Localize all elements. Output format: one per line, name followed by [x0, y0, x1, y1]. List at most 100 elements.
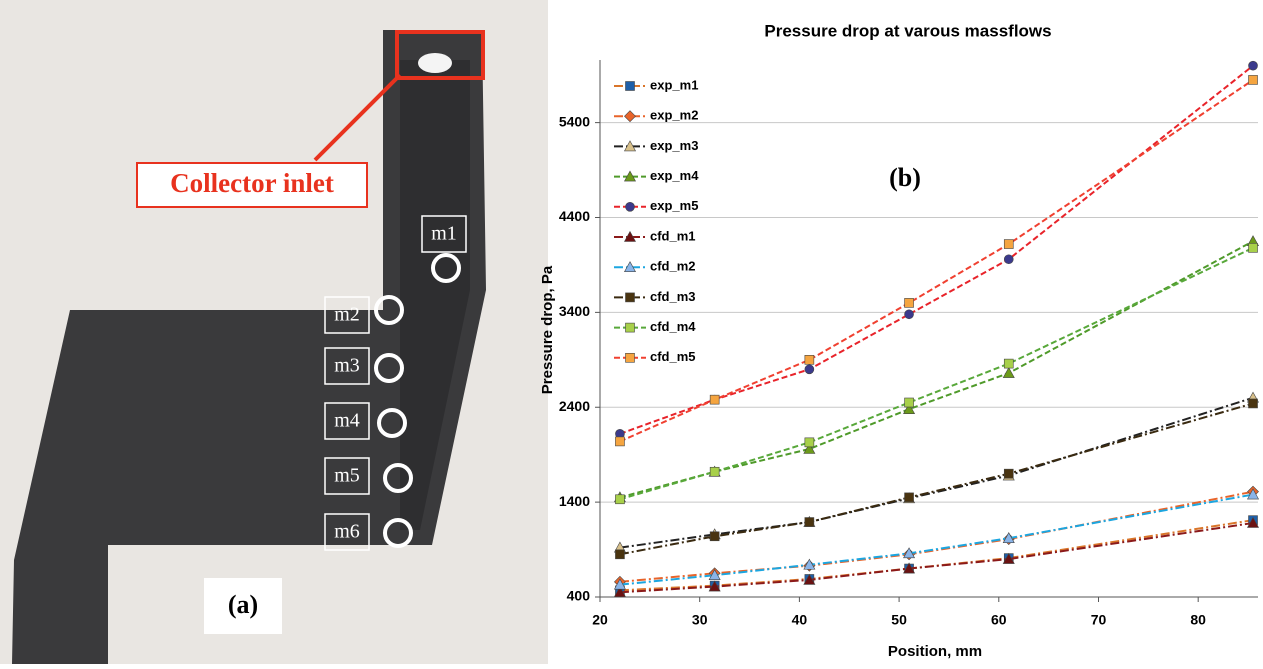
point	[903, 547, 916, 559]
point	[1003, 358, 1014, 369]
legend-label: exp_m5	[650, 198, 698, 213]
marker-label: m1	[431, 223, 457, 245]
point	[1247, 516, 1260, 528]
marker-label: m3	[334, 355, 360, 377]
point	[904, 492, 914, 503]
marker-box	[324, 296, 370, 334]
point	[903, 562, 916, 574]
marker-box	[421, 215, 467, 253]
series-line	[619, 493, 1254, 586]
point	[1003, 239, 1014, 249]
legend-label: exp_m1	[650, 77, 698, 92]
point	[613, 586, 626, 598]
x-tick-label: 30	[692, 612, 708, 628]
y-tick-label: 3400	[559, 303, 590, 319]
x-tick-label: 40	[792, 612, 808, 628]
part-channel	[400, 60, 470, 530]
chart-title: Pressure drop at varous massflows	[764, 21, 1051, 40]
legend-marker	[623, 261, 637, 273]
x-tick-label: 20	[592, 612, 608, 628]
measure-point	[431, 253, 461, 283]
legend-label: exp_m3	[650, 138, 698, 153]
x-axis-label: Position, mm	[888, 643, 982, 660]
x-tick-label: 60	[991, 612, 1007, 628]
measure-point	[374, 353, 404, 383]
point	[1003, 254, 1014, 265]
measure-point	[377, 408, 407, 438]
point	[803, 573, 816, 585]
point	[1003, 468, 1014, 479]
point	[615, 436, 625, 447]
point	[804, 364, 815, 375]
series-line	[619, 402, 1254, 556]
point	[904, 298, 914, 308]
y-axis-label: Pressure drop, Pa	[539, 265, 556, 394]
series-line	[619, 240, 1254, 499]
legend-marker	[623, 140, 637, 152]
point	[1002, 552, 1015, 564]
marker-label: m6	[334, 521, 360, 543]
point	[1248, 75, 1258, 85]
point	[709, 394, 720, 405]
point	[1248, 243, 1258, 253]
x-tick-label: 50	[891, 612, 907, 628]
series-line	[619, 522, 1254, 594]
point	[708, 580, 721, 592]
x-tick-label: 80	[1190, 612, 1206, 628]
point	[904, 309, 914, 320]
point	[709, 466, 720, 477]
legend-label: exp_m4	[650, 168, 699, 183]
panel-label: (a)	[228, 590, 258, 619]
point	[615, 549, 625, 560]
legend-label: cfd_m3	[650, 289, 696, 304]
callout-line	[313, 73, 402, 162]
point	[803, 558, 816, 570]
legend-label: exp_m2	[650, 108, 698, 123]
y-tick-label: 2400	[559, 398, 590, 414]
legend-label: cfd_m5	[650, 349, 696, 364]
measure-point	[383, 518, 413, 548]
marker-label: m4	[334, 410, 360, 432]
legend-label: cfd_m4	[650, 319, 696, 334]
point	[1247, 488, 1260, 500]
point	[615, 494, 625, 505]
series-line	[619, 79, 1254, 443]
point	[804, 517, 815, 527]
point	[804, 437, 815, 448]
marker-box	[324, 402, 370, 440]
legend-label: cfd_m1	[650, 228, 696, 243]
point	[903, 403, 916, 414]
y-tick-label: 1400	[559, 493, 590, 509]
legend-marker	[623, 170, 637, 182]
marker-box	[324, 457, 370, 495]
point	[904, 397, 914, 408]
legend-marker	[625, 81, 635, 91]
series-line	[619, 64, 1254, 435]
point	[709, 531, 720, 542]
y-tick-label: 5400	[559, 113, 590, 129]
point	[804, 355, 815, 365]
point	[708, 569, 721, 580]
legend-marker	[625, 322, 635, 333]
panel-label: (b)	[889, 163, 921, 192]
series-line	[619, 246, 1254, 501]
marker-box	[324, 513, 370, 551]
inlet-hole	[418, 53, 452, 73]
measure-point	[383, 463, 413, 493]
point	[1002, 366, 1015, 378]
point	[1002, 532, 1015, 543]
legend-label: cfd_m2	[650, 259, 696, 274]
marker-label: m5	[334, 465, 360, 487]
photo-panel: Collector inlet (a)	[0, 0, 548, 664]
legend-marker	[625, 292, 635, 303]
measure-point	[374, 295, 404, 325]
point	[1248, 398, 1258, 409]
collector-part	[12, 30, 486, 664]
point	[1248, 60, 1258, 71]
point	[613, 578, 626, 590]
panel-label-box	[204, 578, 282, 634]
inlet-highlight	[395, 30, 485, 80]
marker-box	[324, 347, 370, 385]
y-tick-label: 4400	[559, 208, 590, 224]
